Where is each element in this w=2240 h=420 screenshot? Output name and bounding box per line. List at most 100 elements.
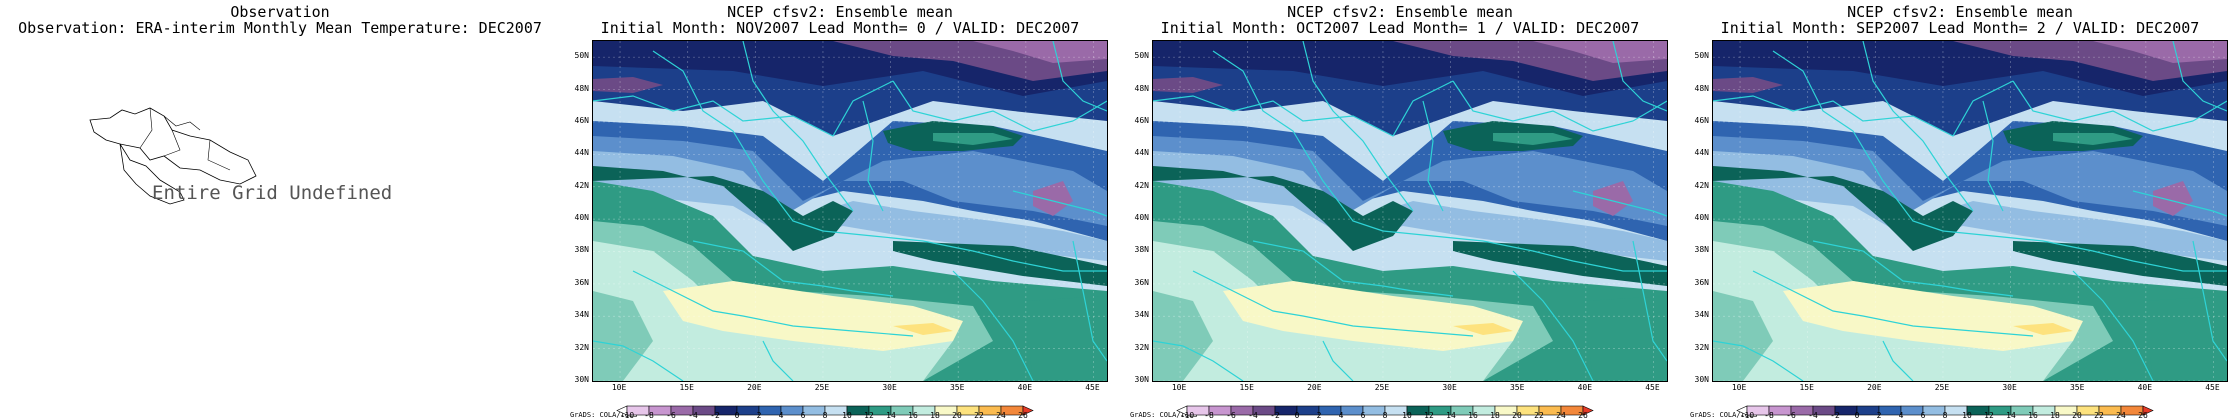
colorbar-svg: [1736, 405, 2154, 416]
country-border: [892, 80, 1107, 132]
colorbar-segment: [2142, 405, 2154, 416]
panel-subtitle: Initial Month: NOV2007 Lead Month= 0 / V…: [600, 19, 1080, 37]
colorbar-label: 8: [822, 411, 828, 420]
colorbar-label: 26: [1578, 411, 1588, 420]
colorbar-label: 18: [930, 411, 940, 420]
colorbar-svg: [1176, 405, 1594, 416]
x-tick-label: 35E: [949, 383, 965, 392]
colorbar-label: 16: [908, 411, 918, 420]
colorbar-label: -2: [1270, 411, 1280, 420]
y-tick-label: 32N: [1134, 342, 1149, 352]
y-tick-label: 38N: [1694, 245, 1709, 255]
contour-band: [2013, 323, 2073, 335]
colorbar-label: 26: [1018, 411, 1028, 420]
panel-title: NCEP cfsv2: Ensemble mean: [1287, 3, 1513, 21]
colorbar-segment: [1022, 405, 1034, 416]
contour-band: [1033, 181, 1073, 216]
country-border: [1452, 80, 1667, 132]
colorbar-label: 12: [1984, 411, 1994, 420]
y-tick-label: 44N: [1694, 148, 1709, 158]
colorbar-label: 10: [842, 411, 852, 420]
colorbar-label: 20: [1512, 411, 1522, 420]
colorbar-label: 8: [1382, 411, 1388, 420]
contour-band: [2013, 241, 2227, 286]
contour-band: [1153, 77, 1223, 93]
map-contour-svg: [593, 41, 1107, 381]
y-tick-label: 48N: [1134, 83, 1149, 93]
forecast-panel-lead1: NCEP cfsv2: Ensemble mean Initial Month:…: [1120, 0, 1680, 420]
contour-band: [1713, 77, 1783, 93]
colorbar: -10 -8 -6 -4 -2 0 2 4 6 8 10 12 14 16 18 20 22 24 26: [1736, 401, 2154, 420]
colorbar-label: 0: [1854, 411, 1860, 420]
colorbar-label: -10: [1739, 411, 1755, 420]
country-border: [1192, 270, 1474, 337]
country-border: [1612, 41, 1667, 112]
grads-credit: GrADS: COLA/IGES: [1130, 411, 1198, 419]
contour-band: [933, 133, 1013, 145]
country-border: [742, 41, 854, 212]
grads-credit: GrADS: COLA/IGES: [570, 411, 638, 419]
colorbar-label: 16: [1468, 411, 1478, 420]
y-tick-label: 46N: [1694, 115, 1709, 125]
colorbar-label: 14: [2006, 411, 2016, 420]
colorbar-label: 20: [2072, 411, 2082, 420]
country-border: [2072, 270, 2154, 381]
forecast-map: [1712, 40, 2228, 382]
country-border: [1752, 270, 2034, 337]
y-tick-label: 30N: [574, 375, 589, 384]
y-tick-label: 34N: [574, 310, 589, 320]
colorbar-label: 4: [778, 411, 784, 420]
x-tick-label: 15E: [1799, 383, 1814, 392]
colorbar-label: -2: [1830, 411, 1840, 420]
country-border: [1772, 50, 1944, 232]
colorbar-label: 10: [1402, 411, 1412, 420]
contour-band: [973, 41, 1107, 63]
colorbar-label: -10: [1179, 411, 1195, 420]
colorbar-svg: [616, 405, 1034, 416]
y-tick-label: 46N: [574, 115, 589, 125]
colorbar-label: -4: [1248, 411, 1258, 420]
x-tick-label: 15E: [1239, 383, 1254, 392]
colorbar-label: -8: [1764, 411, 1774, 420]
y-tick-label: 36N: [1134, 277, 1149, 287]
contour-band: [1153, 136, 1667, 226]
y-tick-label: 40N: [1134, 213, 1149, 223]
x-tick-label: 35E: [1509, 383, 1525, 392]
colorbar-label: 10: [1962, 411, 1972, 420]
colorbar-label: -6: [1226, 411, 1236, 420]
colorbar-label: -4: [688, 411, 698, 420]
colorbar-label: 24: [1556, 411, 1566, 420]
colorbar-label: 6: [800, 411, 806, 420]
country-border: [2132, 190, 2227, 217]
colorbar-label: -6: [666, 411, 676, 420]
colorbar-segment: [1582, 405, 1594, 416]
y-tick-label: 38N: [574, 245, 589, 255]
colorbar-label: 14: [1446, 411, 1456, 420]
x-tick-label: 10E: [611, 383, 627, 392]
contour-band: [1153, 291, 1213, 381]
contour-band: [2143, 296, 2227, 381]
colorbar-label: 6: [1360, 411, 1366, 420]
x-tick-label: 15E: [679, 383, 694, 392]
country-border: [1012, 190, 1107, 217]
forecast-map: [592, 40, 1108, 382]
contour-band: [2053, 133, 2133, 145]
contour-band: [593, 291, 653, 381]
x-tick-label: 25E: [814, 383, 830, 392]
y-tick-label: 48N: [1694, 83, 1709, 93]
x-tick-label: 10E: [1171, 383, 1187, 392]
colorbar-label: 26: [2138, 411, 2148, 420]
panel-subtitle: Initial Month: SEP2007 Lead Month= 2 / V…: [1720, 19, 2200, 37]
country-border: [952, 270, 1034, 381]
contour-band: [1583, 296, 1667, 381]
contour-band: [1533, 41, 1667, 63]
contour-band: [1713, 136, 2227, 226]
country-border: [1713, 80, 2014, 137]
y-tick-label: 30N: [1134, 375, 1149, 384]
country-border: [762, 340, 794, 381]
country-border: [652, 50, 824, 232]
x-tick-label: 40E: [1017, 383, 1033, 392]
country-border: [1212, 50, 1384, 232]
country-border: [1422, 100, 1444, 212]
panel-title: NCEP cfsv2: Ensemble mean: [1847, 3, 2073, 21]
